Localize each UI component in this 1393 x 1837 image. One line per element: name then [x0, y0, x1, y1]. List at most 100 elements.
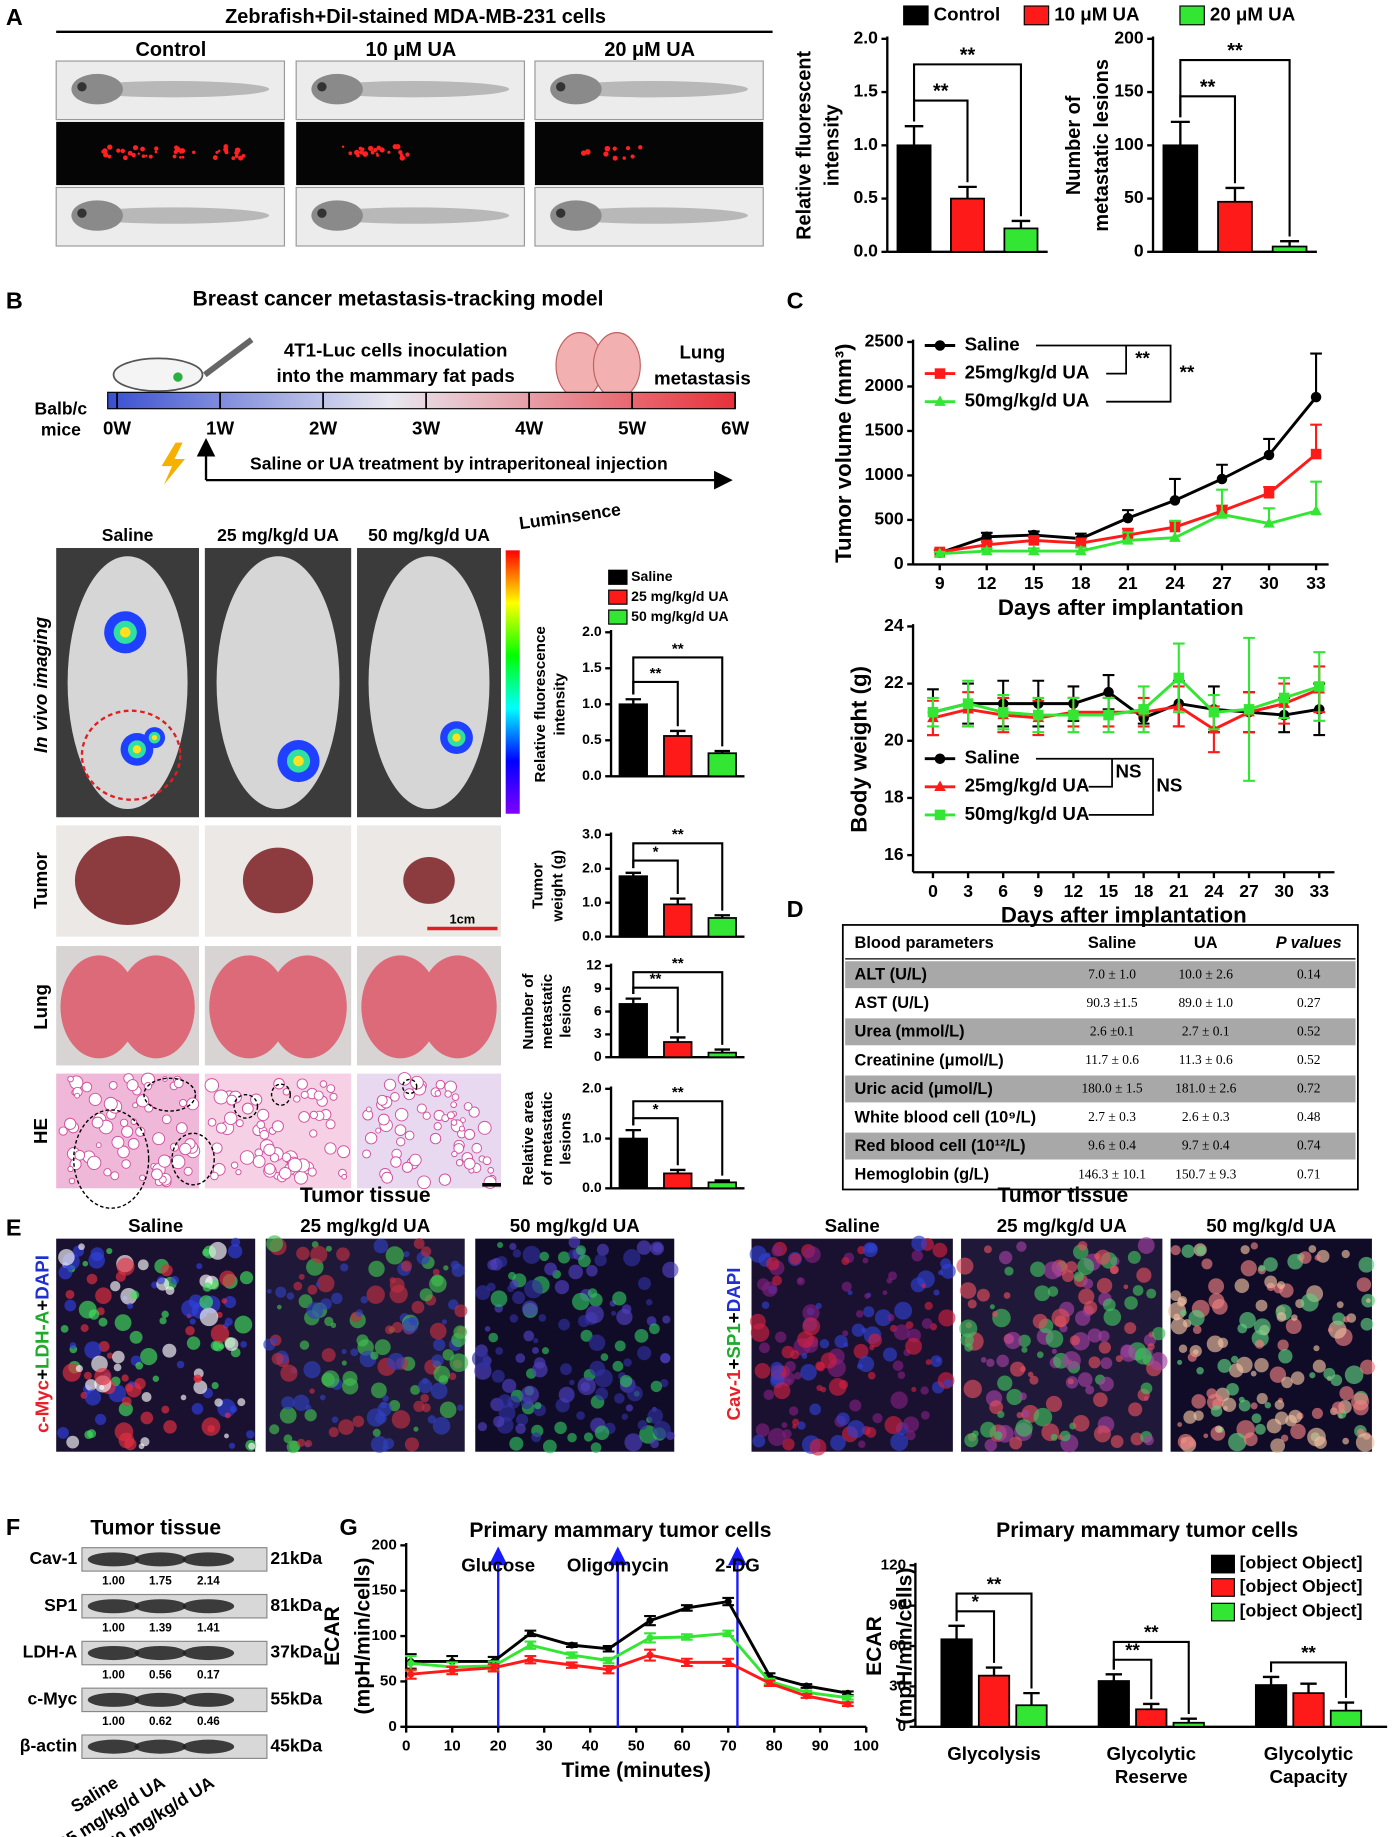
significance-bracket: [1112, 1640, 1190, 1715]
alveolus: [278, 1167, 292, 1180]
stained-cell: [1180, 1309, 1187, 1317]
stained-cell: [1096, 1277, 1113, 1294]
stained-cell: [341, 1348, 347, 1355]
stained-cell: [959, 1319, 978, 1338]
stained-cell: [118, 1432, 135, 1449]
stained-cell: [755, 1423, 770, 1437]
stained-cell: [86, 1273, 98, 1285]
alveolus: [307, 1167, 317, 1177]
quant-label: 0.17: [197, 1668, 220, 1681]
alveolus: [464, 1128, 476, 1140]
lung-icon: [592, 332, 641, 399]
stained-cell: [1132, 1285, 1144, 1296]
stained-cell: [457, 1404, 464, 1411]
error-bar: [1262, 1675, 1280, 1686]
stained-cell: [319, 1394, 326, 1401]
stained-cell: [933, 1289, 940, 1296]
significance-bracket: [912, 63, 1023, 217]
stained-cell: [580, 1329, 593, 1342]
stained-cell: [193, 1380, 208, 1395]
table-cell: 7.0 ± 1.0: [1088, 966, 1136, 981]
stained-cell: [853, 1343, 869, 1359]
size-label: 45kDa: [270, 1735, 322, 1755]
stained-cell: [141, 1392, 152, 1402]
stained-cell: [159, 1317, 167, 1325]
point: [526, 1656, 534, 1664]
stained-cell: [750, 1313, 766, 1330]
stained-cell: [486, 1282, 496, 1292]
stained-cell: [515, 1353, 526, 1363]
stained-cell: [522, 1245, 541, 1264]
stained-cell: [296, 1246, 310, 1261]
stained-cell: [95, 1287, 112, 1304]
stained-cell: [1214, 1425, 1223, 1433]
table-cell: Uric acid (μmol/L): [855, 1080, 993, 1098]
fluorescent-cell: [154, 146, 159, 151]
stained-cell: [493, 1416, 505, 1428]
error-bar: [985, 1666, 1003, 1676]
stained-cell: [298, 1273, 305, 1280]
stained-cell: [1147, 1343, 1155, 1351]
stained-cell: [882, 1347, 898, 1362]
y-axis-label: Relative fluorescent: [794, 50, 816, 239]
luminescence-peak: [151, 735, 158, 741]
stain-part: DAPI: [723, 1268, 744, 1313]
point: [1216, 473, 1228, 485]
significance-label: **: [672, 826, 684, 843]
point: [1173, 672, 1185, 684]
stained-cell: [816, 1384, 823, 1392]
alveolus: [451, 1093, 460, 1101]
stained-cell: [201, 1417, 221, 1437]
stained-cell: [64, 1299, 77, 1312]
stained-cell: [211, 1381, 219, 1390]
legend-label: 50mg/kg/d UA: [965, 390, 1090, 411]
y-tick-label: 2000: [865, 375, 904, 395]
x-tick-label: 18: [1071, 573, 1091, 593]
point: [683, 1604, 691, 1612]
stained-cell: [127, 1302, 134, 1309]
stained-cell: [224, 1337, 239, 1351]
x-tick-label: 33: [1309, 881, 1329, 901]
metastasis-outline: [73, 1109, 150, 1209]
stained-cell: [841, 1281, 852, 1292]
stained-cell: [1110, 1265, 1119, 1275]
stained-cell: [450, 1260, 460, 1270]
bar: [707, 917, 737, 938]
alveolus: [64, 1117, 77, 1130]
x-tick-label: 30: [1259, 573, 1279, 593]
mouse-body: [67, 556, 188, 810]
stained-cell: [317, 1274, 335, 1293]
alveolus: [157, 1154, 172, 1168]
y-tick-label: 1.0: [582, 695, 602, 711]
stained-cell: [199, 1307, 219, 1327]
alveolus: [178, 1098, 188, 1108]
fluorescent-cell: [341, 145, 345, 148]
table-cell: Creatinine (μmol/L): [855, 1051, 1004, 1069]
panel-e-title: Tumor tissue: [998, 1184, 1129, 1207]
stained-cell: [964, 1342, 974, 1352]
y-tick-label: 9: [594, 979, 602, 995]
stained-cell: [309, 1388, 315, 1394]
stained-cell: [106, 1352, 114, 1359]
alveolus: [256, 1120, 266, 1130]
stained-cell: [118, 1402, 133, 1417]
metastasis-outline: [401, 1078, 418, 1095]
stained-cell: [924, 1301, 933, 1311]
stained-cell: [782, 1438, 795, 1451]
error-bar: [948, 1624, 965, 1640]
week-label: 6W: [721, 418, 749, 439]
legend-label: 50mg/kg/d UA: [965, 803, 1090, 824]
stained-cell: [789, 1406, 799, 1416]
fluorescent-cell: [231, 156, 236, 161]
point: [1313, 681, 1325, 692]
stained-cell: [124, 1383, 134, 1392]
error-bar: [1011, 219, 1031, 229]
y-tick-label: 90: [889, 1597, 906, 1614]
stained-cell: [637, 1420, 648, 1430]
stained-cell: [1355, 1433, 1375, 1452]
stained-cell: [1177, 1359, 1183, 1365]
stained-cell: [1206, 1335, 1224, 1353]
stained-cell: [163, 1420, 177, 1434]
point: [927, 706, 939, 718]
